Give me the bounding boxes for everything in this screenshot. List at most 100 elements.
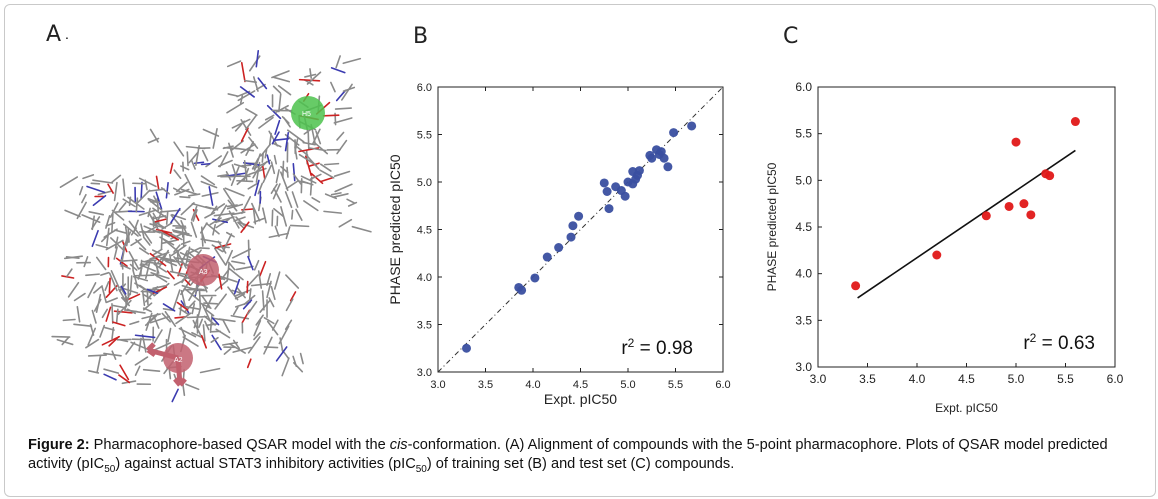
molecule-bond bbox=[95, 243, 109, 249]
molecule-bond bbox=[126, 308, 136, 315]
molecule-bond bbox=[311, 196, 321, 203]
molecule-bond bbox=[171, 388, 179, 403]
molecule-bond bbox=[86, 185, 106, 194]
data-point bbox=[659, 153, 669, 163]
molecule-bond bbox=[258, 116, 274, 129]
data-point bbox=[568, 221, 578, 231]
x-axis-label: Expt. pIC50 bbox=[935, 401, 998, 415]
molecule-bond bbox=[231, 164, 237, 177]
molecule-bond bbox=[260, 143, 272, 157]
molecule-bond bbox=[149, 128, 159, 143]
molecule-bond bbox=[111, 174, 122, 184]
molecule-bond bbox=[284, 191, 293, 209]
molecule-bond bbox=[330, 192, 342, 196]
molecule-bond bbox=[119, 259, 138, 263]
panel-label-a-dot: . bbox=[65, 26, 69, 42]
molecule-bond bbox=[346, 198, 356, 204]
molecule-bond bbox=[171, 229, 190, 235]
molecule-bond bbox=[205, 222, 220, 235]
molecule-bond bbox=[118, 202, 127, 212]
molecule-bond bbox=[90, 182, 101, 185]
molecule-bond bbox=[176, 301, 189, 311]
molecule-bond bbox=[130, 238, 142, 247]
molecule-bond bbox=[338, 218, 353, 228]
molecule-bond bbox=[239, 86, 255, 98]
molecule-bond bbox=[105, 297, 118, 304]
molecule-bond bbox=[273, 207, 285, 218]
data-point bbox=[663, 162, 673, 172]
molecule-bond bbox=[176, 181, 188, 193]
data-point bbox=[517, 285, 527, 295]
molecule-bond bbox=[247, 255, 254, 271]
molecule-bond bbox=[152, 273, 168, 283]
molecule-bond bbox=[274, 119, 281, 135]
molecule-bond bbox=[122, 223, 139, 237]
molecule-bond bbox=[92, 194, 107, 207]
molecule-bond bbox=[160, 232, 163, 250]
molecule-bond bbox=[200, 162, 211, 166]
molecule-bond bbox=[115, 257, 128, 267]
molecule-bond bbox=[292, 173, 302, 185]
molecule-bond bbox=[204, 211, 216, 219]
caption-italic: cis bbox=[389, 437, 408, 453]
molecule-bond bbox=[272, 76, 291, 83]
molecule-bond bbox=[153, 329, 163, 344]
molecule-bond bbox=[184, 173, 195, 192]
molecule-bond bbox=[85, 273, 100, 277]
molecule-bond bbox=[127, 196, 145, 210]
molecule-bond bbox=[173, 141, 185, 157]
molecule-bond bbox=[263, 316, 275, 325]
molecule-bond bbox=[330, 81, 336, 93]
y-tick-label: 6.0 bbox=[417, 82, 432, 94]
molecule-bond bbox=[248, 136, 259, 149]
molecule-bond bbox=[198, 318, 204, 329]
molecule-bond bbox=[179, 196, 191, 199]
x-tick-label: 6.0 bbox=[715, 379, 730, 391]
molecule-bond bbox=[336, 131, 345, 141]
molecule-bond bbox=[295, 208, 303, 221]
x-tick-label: 4.5 bbox=[573, 379, 588, 391]
molecule-bond bbox=[282, 160, 285, 179]
molecule-bond bbox=[215, 216, 235, 224]
molecule-bond bbox=[175, 312, 192, 325]
molecule-bond bbox=[142, 236, 151, 246]
molecule-bond bbox=[219, 151, 229, 168]
molecule-bond bbox=[232, 339, 240, 350]
molecule-bond bbox=[240, 127, 249, 142]
x-tick-label: 4.0 bbox=[909, 372, 926, 386]
molecule-bond bbox=[248, 288, 252, 300]
molecule-bond bbox=[306, 71, 322, 85]
y-tick-label: 4.5 bbox=[417, 225, 432, 237]
molecule-bond bbox=[285, 274, 300, 289]
molecule-bond bbox=[298, 153, 318, 167]
molecule-bond bbox=[322, 114, 340, 117]
molecule-bond bbox=[228, 343, 246, 354]
molecule-bond bbox=[225, 249, 234, 266]
molecule-bond bbox=[140, 263, 150, 267]
molecule-bond bbox=[185, 145, 206, 150]
molecule-bond bbox=[63, 255, 83, 260]
molecule-bond bbox=[120, 263, 131, 270]
molecule-bond bbox=[144, 259, 157, 263]
molecule-bond bbox=[335, 55, 341, 69]
molecule-bond bbox=[155, 253, 167, 266]
molecule-bond bbox=[273, 271, 281, 290]
molecule-bond bbox=[168, 368, 172, 380]
molecule-bond bbox=[101, 335, 120, 346]
molecule-bond bbox=[197, 306, 202, 317]
molecule-bond bbox=[165, 210, 169, 225]
molecule-bond bbox=[96, 355, 102, 374]
identity-line bbox=[437, 86, 724, 373]
data-point bbox=[634, 166, 644, 176]
molecule-bond bbox=[185, 383, 200, 391]
molecule-bond bbox=[122, 198, 136, 208]
molecule-bond bbox=[234, 301, 251, 308]
molecule-bond bbox=[85, 338, 100, 349]
molecule-bond bbox=[128, 220, 142, 237]
molecule-bond bbox=[222, 233, 233, 253]
molecule-bond bbox=[285, 226, 291, 240]
molecule-bond bbox=[170, 214, 182, 228]
molecule-bond bbox=[115, 308, 119, 324]
molecule-bond bbox=[188, 193, 201, 197]
molecule-bond bbox=[236, 179, 254, 183]
